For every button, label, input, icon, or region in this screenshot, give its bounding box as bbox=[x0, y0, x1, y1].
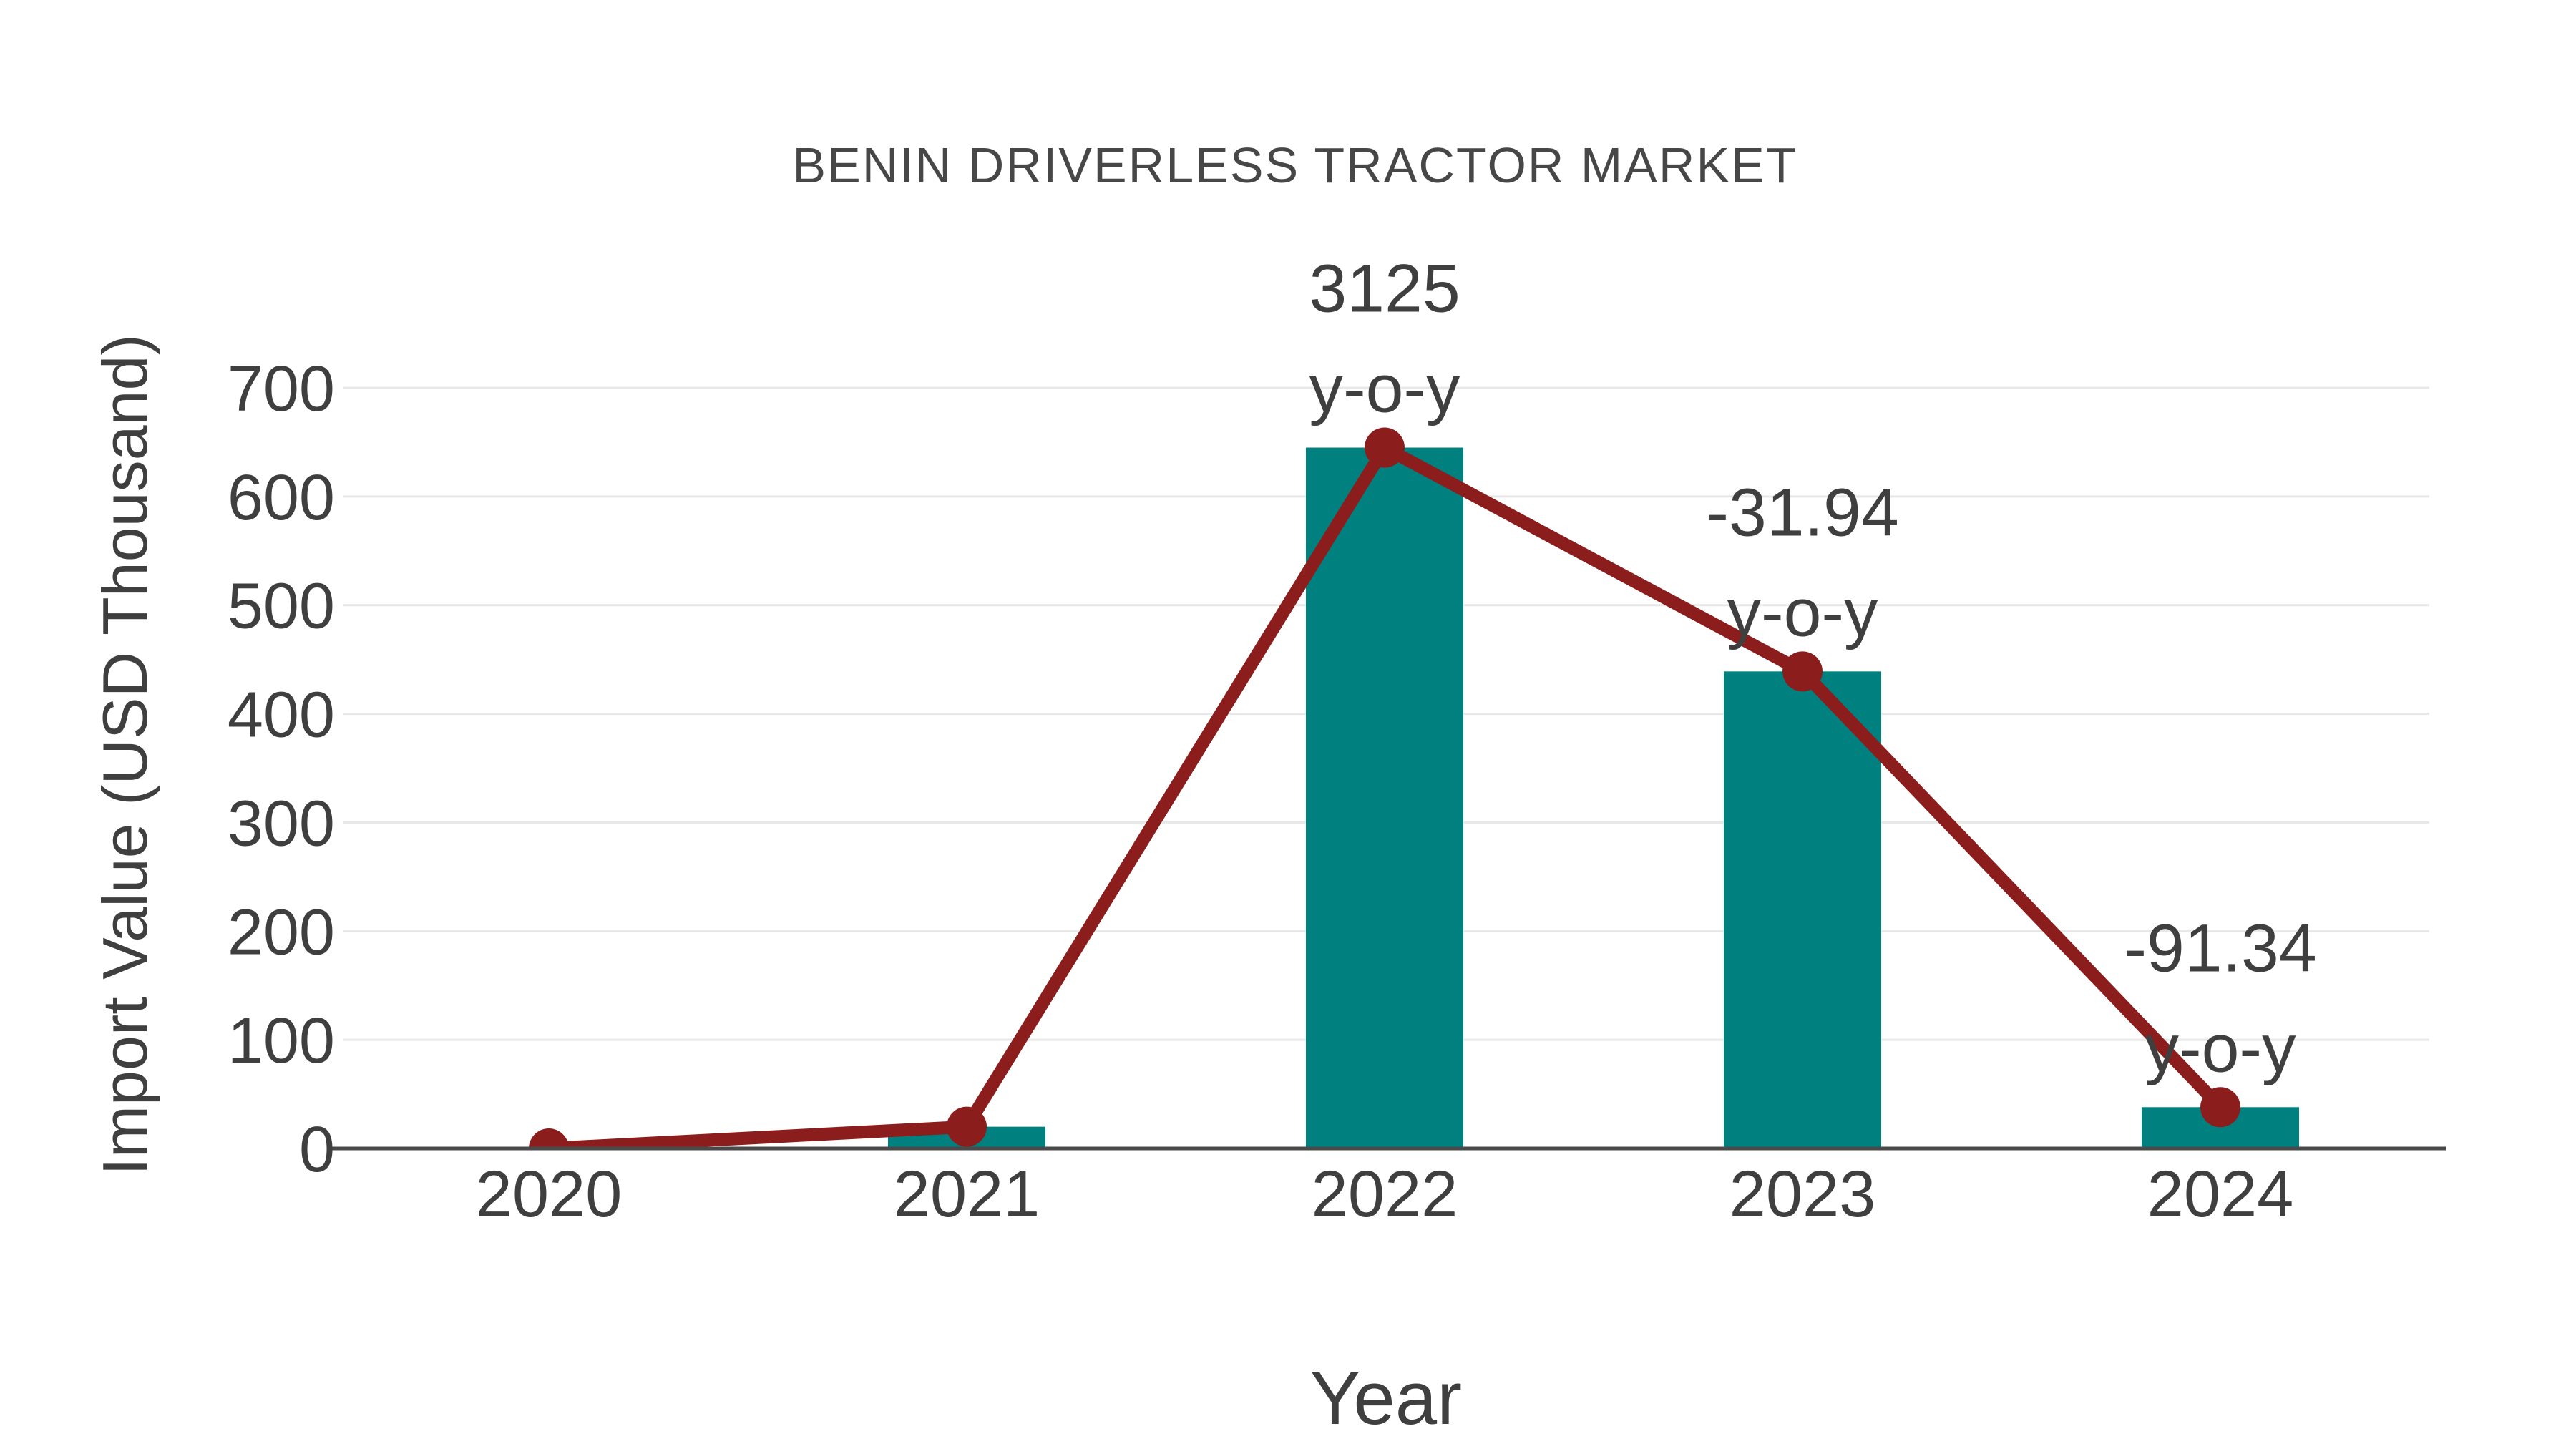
chart-title: BENIN DRIVERLESS TRACTOR MARKET bbox=[792, 137, 1797, 193]
marker-2022 bbox=[1365, 427, 1405, 468]
y-tick-500: 500 bbox=[228, 571, 335, 643]
x-tick-labels: 2020 2021 2022 2023 2024 bbox=[476, 1158, 2294, 1231]
y-tick-600: 600 bbox=[228, 462, 335, 534]
x-tick-2021: 2021 bbox=[894, 1158, 1040, 1231]
x-tick-2022: 2022 bbox=[1312, 1158, 1458, 1231]
x-tick-2023: 2023 bbox=[1729, 1158, 1876, 1231]
annotation-2023-value: -31.94 bbox=[1706, 474, 1898, 550]
marker-2021 bbox=[947, 1106, 987, 1147]
y-tick-400: 400 bbox=[228, 680, 335, 751]
y-tick-700: 700 bbox=[228, 353, 335, 425]
line-series bbox=[529, 427, 2240, 1148]
bar-2023 bbox=[1724, 671, 1881, 1148]
marker-2024 bbox=[2200, 1087, 2240, 1128]
bar-series bbox=[888, 447, 2299, 1148]
y-tick-300: 300 bbox=[228, 788, 335, 859]
bar-2022 bbox=[1306, 447, 1463, 1148]
annotation-2022-value: 3125 bbox=[1309, 251, 1460, 327]
x-axis-label: Year bbox=[1310, 1357, 1462, 1440]
y-tick-0: 0 bbox=[299, 1114, 335, 1186]
marker-2023 bbox=[1782, 651, 1823, 692]
y-axis-label: Import Value (USD Thousand) bbox=[89, 334, 160, 1176]
y-tick-labels: 0 100 200 300 400 500 600 700 bbox=[228, 353, 335, 1186]
x-tick-2020: 2020 bbox=[476, 1158, 623, 1231]
annotations: 3125 y-o-y -31.94 y-o-y -91.34 y-o-y bbox=[1309, 251, 2316, 1087]
annotation-2024-value: -91.34 bbox=[2124, 910, 2316, 986]
annotation-2023-unit: y-o-y bbox=[1727, 575, 1878, 650]
annotation-2022-unit: y-o-y bbox=[1309, 351, 1460, 427]
annotation-2024-unit: y-o-y bbox=[2145, 1010, 2296, 1086]
marker-2020 bbox=[529, 1128, 569, 1148]
x-tick-2024: 2024 bbox=[2147, 1158, 2294, 1231]
y-tick-200: 200 bbox=[228, 897, 335, 968]
y-tick-100: 100 bbox=[228, 1005, 335, 1077]
